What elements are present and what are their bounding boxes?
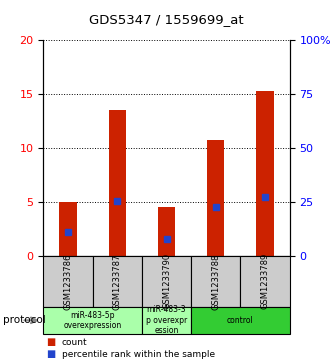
Text: GSM1233790: GSM1233790 xyxy=(162,253,171,309)
Bar xyxy=(109,110,126,256)
Text: ■: ■ xyxy=(47,349,56,359)
Text: count: count xyxy=(62,338,87,347)
Text: GSM1233786: GSM1233786 xyxy=(63,253,73,310)
Text: control: control xyxy=(227,316,254,325)
Text: protocol: protocol xyxy=(3,315,46,325)
Text: percentile rank within the sample: percentile rank within the sample xyxy=(62,350,215,359)
Bar xyxy=(256,91,274,256)
Text: ■: ■ xyxy=(47,337,56,347)
Text: GSM1233788: GSM1233788 xyxy=(211,253,220,310)
Text: GDS5347 / 1559699_at: GDS5347 / 1559699_at xyxy=(89,13,244,26)
Text: GSM1233787: GSM1233787 xyxy=(113,253,122,310)
Text: miR-483-3
p overexpr
ession: miR-483-3 p overexpr ession xyxy=(146,305,187,335)
Text: GSM1233789: GSM1233789 xyxy=(260,253,270,309)
Bar xyxy=(207,140,224,256)
Bar xyxy=(158,207,175,256)
Text: miR-483-5p
overexpression: miR-483-5p overexpression xyxy=(64,311,122,330)
Bar xyxy=(59,202,77,256)
